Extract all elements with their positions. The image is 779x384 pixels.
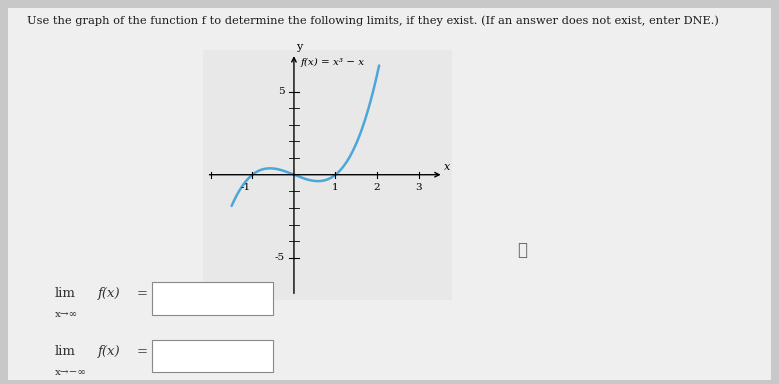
Text: =: = [136, 345, 147, 358]
FancyBboxPatch shape [8, 8, 771, 380]
Text: 3: 3 [415, 183, 422, 192]
Text: -1: -1 [240, 183, 250, 192]
Text: 5: 5 [278, 87, 285, 96]
Text: =: = [136, 287, 147, 300]
Text: x: x [444, 162, 450, 172]
Text: -5: -5 [275, 253, 285, 262]
Text: x→∞: x→∞ [55, 310, 78, 319]
Text: f(x): f(x) [97, 287, 120, 300]
Text: 2: 2 [374, 183, 380, 192]
Text: f(x): f(x) [97, 345, 120, 358]
Text: 1: 1 [332, 183, 339, 192]
Text: Use the graph of the function f to determine the following limits, if they exist: Use the graph of the function f to deter… [27, 15, 719, 26]
Text: lim: lim [55, 345, 76, 358]
Text: ⓘ: ⓘ [517, 241, 527, 258]
Text: f(x) = x³ − x: f(x) = x³ − x [300, 58, 365, 67]
Text: x→−∞: x→−∞ [55, 368, 86, 377]
Text: y: y [296, 42, 302, 53]
Text: lim: lim [55, 287, 76, 300]
